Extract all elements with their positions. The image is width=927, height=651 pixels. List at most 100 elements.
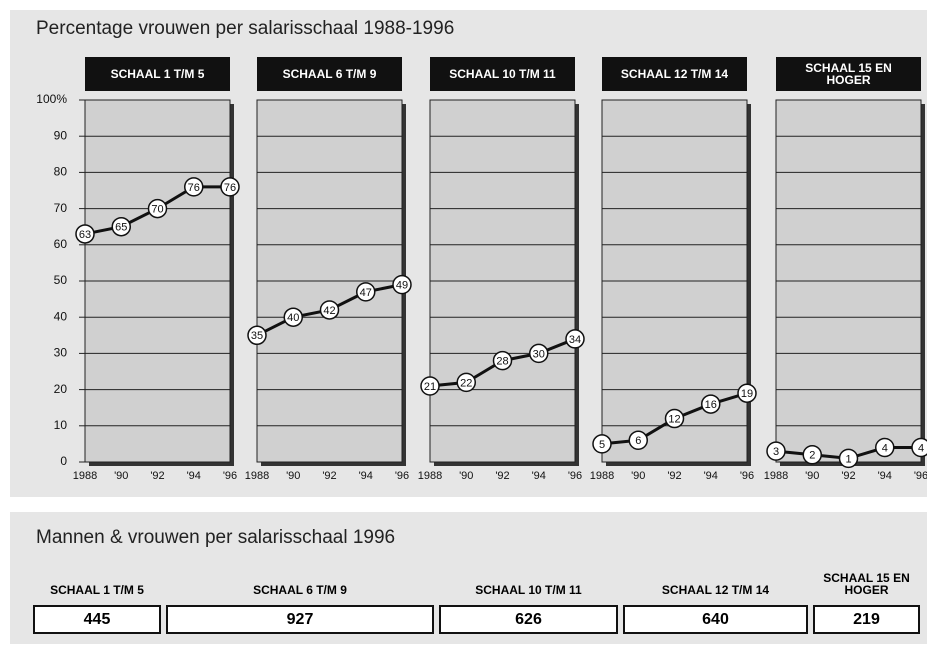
summary-value: 219 (813, 605, 920, 634)
point (319, 300, 340, 320)
panel-title: SCHAAL 12 T/M 14 (602, 57, 747, 91)
data-label: 30 (533, 348, 545, 360)
x-tick-label: 1988 (245, 470, 269, 482)
data-label: 35 (251, 330, 263, 342)
point (184, 177, 204, 197)
point (737, 383, 757, 403)
data-label: 28 (496, 356, 508, 368)
x-tick-label: 1988 (764, 470, 788, 482)
point (456, 372, 476, 393)
y-tick-label: 10 (54, 418, 68, 432)
summary-label: SCHAAL 12 T/M 14 (661, 583, 770, 597)
point (766, 441, 786, 461)
data-label: 12 (668, 413, 680, 425)
data-label: 16 (705, 399, 717, 411)
summary-label: SCHAAL 6 T/M 9 (253, 583, 347, 597)
x-tick-label: '94 (532, 470, 546, 482)
point (392, 274, 412, 295)
data-label: 47 (360, 287, 372, 299)
panel-title: SCHAAL 10 T/M 11 (430, 57, 575, 91)
y-tick-label: 70 (54, 201, 68, 215)
x-tick-label: 1988 (73, 470, 97, 482)
point (111, 216, 131, 237)
point (147, 198, 168, 219)
point (802, 445, 822, 465)
point (565, 329, 585, 349)
data-label: 22 (460, 377, 472, 389)
x-tick-label: '96 (568, 470, 582, 482)
data-label: 40 (287, 312, 299, 324)
y-tick-label: 40 (54, 309, 68, 323)
y-tick-label: 90 (54, 128, 68, 142)
data-label: 21 (424, 381, 436, 393)
x-tick-label: '96 (914, 470, 927, 482)
data-label: 34 (569, 334, 581, 346)
x-tick-label: '92 (150, 470, 164, 482)
x-tick-label: '90 (459, 470, 473, 482)
data-label: 49 (396, 280, 408, 292)
point (838, 448, 859, 469)
x-tick-label: '90 (286, 470, 300, 482)
y-tick-label: 80 (54, 165, 68, 179)
point (664, 408, 685, 429)
data-label: 4 (882, 442, 888, 454)
data-label: 1 (845, 453, 851, 465)
data-label: 65 (115, 222, 127, 234)
point (75, 224, 95, 244)
point (911, 437, 927, 458)
point (356, 282, 376, 302)
data-label: 3 (773, 446, 779, 458)
x-tick-label: '96 (395, 470, 409, 482)
data-label: 63 (79, 229, 91, 241)
summary-value: 927 (166, 605, 434, 634)
data-label: 42 (323, 305, 335, 317)
x-tick-label: '94 (704, 470, 718, 482)
x-tick-label: '90 (114, 470, 128, 482)
y-tick-label: 50 (54, 273, 68, 287)
summary-value: 445 (33, 605, 161, 634)
x-tick-label: '94 (878, 470, 892, 482)
x-tick-label: '94 (187, 470, 201, 482)
x-tick-label: '92 (495, 470, 509, 482)
panel-title: SCHAAL 15 EN HOGER (776, 57, 921, 91)
point (592, 434, 612, 454)
point (529, 343, 549, 364)
x-tick-label: 1988 (590, 470, 614, 482)
panel-title: SCHAAL 1 T/M 5 (85, 57, 230, 91)
summary-label: SCHAAL 15 EN HOGER (823, 571, 910, 597)
x-tick-label: '92 (841, 470, 855, 482)
y-tick-label: 0 (60, 454, 67, 468)
y-tick-label: 30 (54, 346, 68, 360)
point (220, 177, 240, 197)
x-tick-label: '90 (631, 470, 645, 482)
summary-label: SCHAAL 1 T/M 5 (50, 583, 144, 597)
chart-title: Percentage vrouwen per salarisschaal 198… (36, 18, 455, 39)
x-tick-label: '96 (223, 470, 237, 482)
x-tick-label: '96 (740, 470, 754, 482)
x-tick-label: '92 (667, 470, 681, 482)
y-tick-label: 20 (54, 382, 68, 396)
data-label: 76 (224, 182, 236, 194)
point (283, 307, 303, 327)
point (628, 430, 648, 451)
data-label: 4 (918, 442, 924, 454)
data-label: 76 (188, 182, 200, 194)
summary-label: SCHAAL 10 T/M 11 (475, 583, 582, 597)
x-tick-label: '90 (805, 470, 819, 482)
point (420, 376, 440, 396)
y-tick-label: 100% (36, 92, 67, 106)
summary-title: Mannen & vrouwen per salarisschaal 1996 (36, 527, 396, 548)
data-label: 2 (809, 450, 815, 462)
x-tick-label: 1988 (418, 470, 442, 482)
data-label: 70 (151, 204, 163, 216)
point (492, 350, 513, 371)
data-label: 5 (599, 439, 605, 451)
y-tick-label: 60 (54, 237, 68, 251)
point (701, 394, 721, 414)
summary-value: 626 (439, 605, 618, 634)
data-label: 6 (635, 435, 641, 447)
point (875, 437, 895, 458)
x-tick-label: '94 (359, 470, 373, 482)
